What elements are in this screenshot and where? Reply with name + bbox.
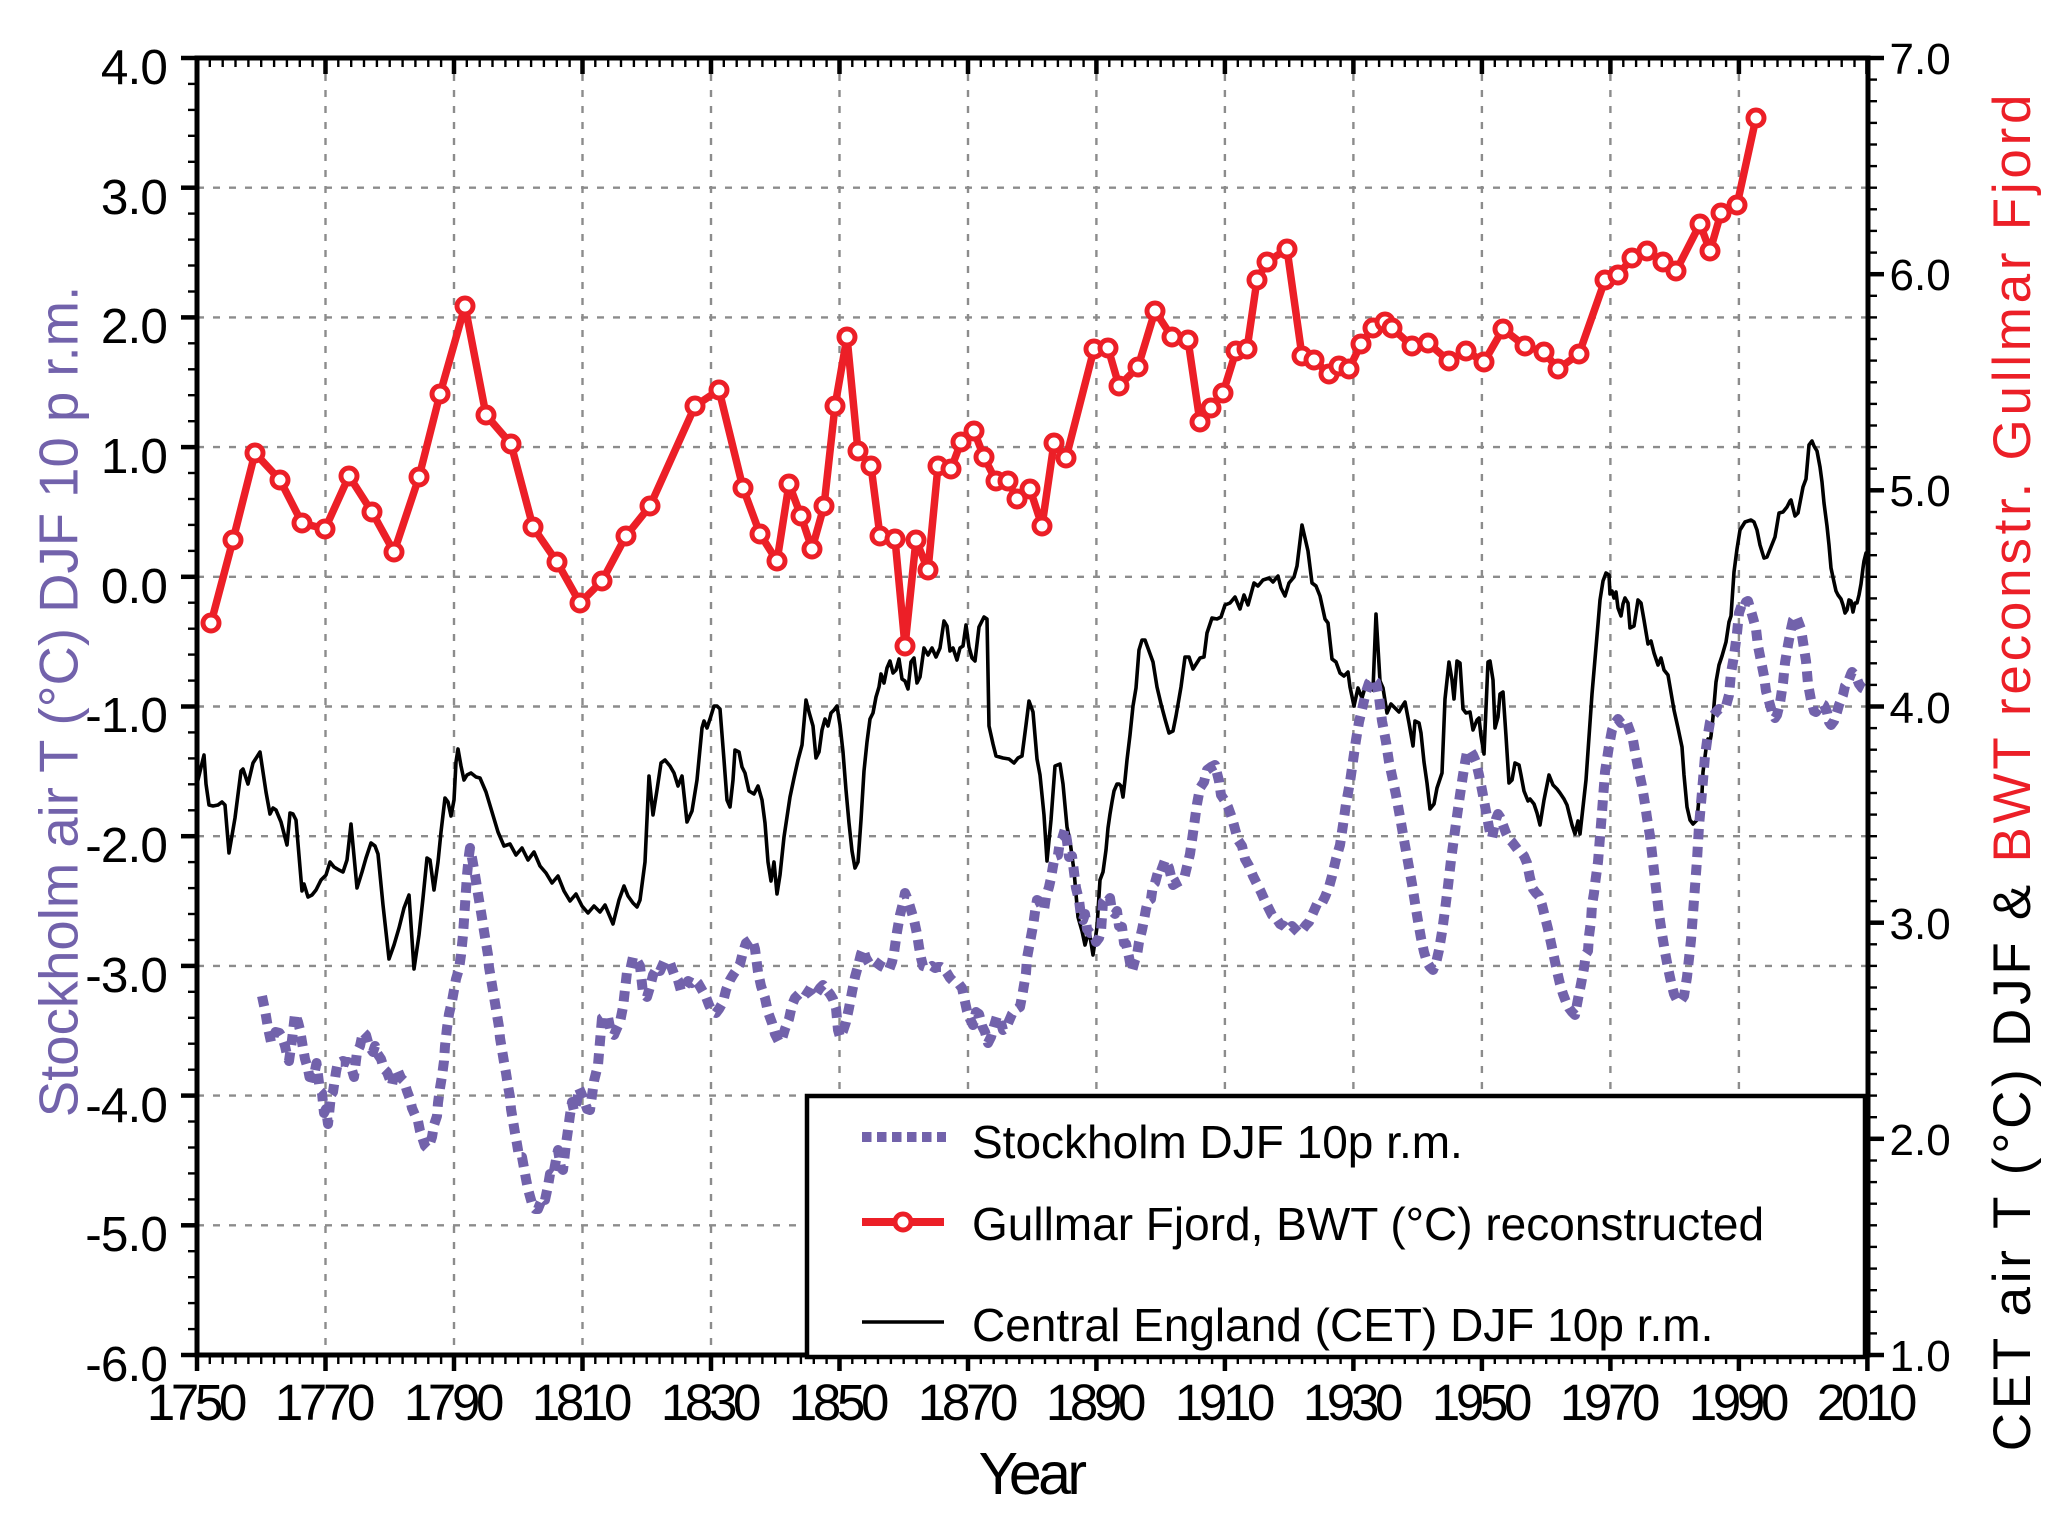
svg-text:6.0: 6.0 — [1890, 251, 1951, 300]
svg-text:Gullmar Fjord, BWT (°C) recons: Gullmar Fjord, BWT (°C) reconstructed — [972, 1198, 1764, 1250]
svg-text:7.0: 7.0 — [1890, 35, 1951, 84]
svg-text:1770: 1770 — [275, 1374, 374, 1431]
svg-text:1950: 1950 — [1432, 1374, 1531, 1431]
svg-text:2.0: 2.0 — [101, 299, 167, 354]
svg-text:1790: 1790 — [404, 1374, 503, 1431]
svg-text:1.0: 1.0 — [101, 429, 167, 484]
svg-text:1910: 1910 — [1175, 1374, 1274, 1431]
svg-text:1810: 1810 — [532, 1374, 631, 1431]
svg-text:1890: 1890 — [1046, 1374, 1145, 1431]
svg-text:3.0: 3.0 — [101, 170, 167, 225]
svg-text:0.0: 0.0 — [101, 559, 167, 614]
svg-text:-6.0: -6.0 — [85, 1337, 167, 1392]
svg-text:-1.0: -1.0 — [85, 688, 167, 743]
svg-text:3.0: 3.0 — [1890, 900, 1951, 949]
svg-text:1.0: 1.0 — [1890, 1332, 1951, 1381]
svg-text:-5.0: -5.0 — [85, 1207, 167, 1262]
svg-text:2010: 2010 — [1817, 1374, 1916, 1431]
svg-text:1850: 1850 — [789, 1374, 888, 1431]
svg-text:4.0: 4.0 — [1890, 684, 1951, 733]
svg-text:4.0: 4.0 — [101, 40, 167, 95]
svg-text:2.0: 2.0 — [1890, 1116, 1951, 1165]
svg-text:1970: 1970 — [1560, 1374, 1659, 1431]
svg-text:Year: Year — [979, 1441, 1087, 1507]
svg-text:Stockholm DJF 10p r.m.: Stockholm DJF 10p r.m. — [972, 1116, 1463, 1168]
svg-text:5.0: 5.0 — [1890, 467, 1951, 516]
svg-text:Stockholm air T (°C) DJF 10 p: Stockholm air T (°C) DJF 10 p r.m. — [29, 286, 90, 1117]
svg-text:1830: 1830 — [661, 1374, 760, 1431]
svg-text:-3.0: -3.0 — [85, 948, 167, 1003]
svg-text:1750: 1750 — [147, 1374, 246, 1431]
svg-text:1990: 1990 — [1689, 1374, 1788, 1431]
svg-text:Central England (CET) DJF 10p: Central England (CET) DJF 10p r.m. — [972, 1299, 1713, 1351]
svg-text:-2.0: -2.0 — [85, 818, 167, 873]
svg-text:1930: 1930 — [1303, 1374, 1402, 1431]
svg-text:1870: 1870 — [918, 1374, 1017, 1431]
svg-text:-4.0: -4.0 — [85, 1078, 167, 1133]
svg-text:CET air T (°C) DJF & BWT recon: CET air T (°C) DJF & BWT reconstr. Gullm… — [1983, 91, 2042, 1452]
